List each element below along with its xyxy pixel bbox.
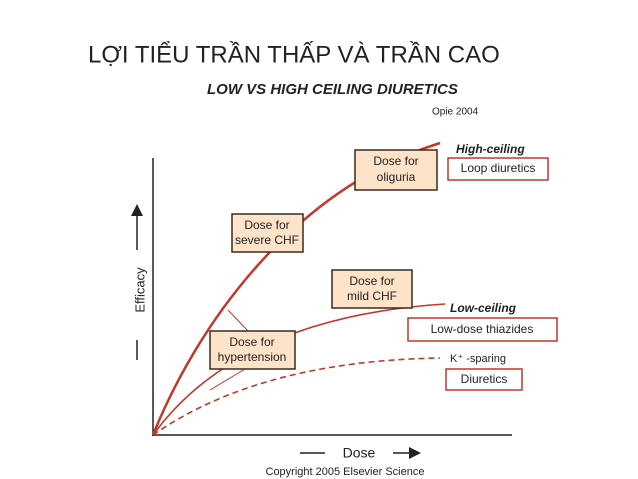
copyright: Copyright 2005 Elsevier Science <box>266 466 425 478</box>
curve-box: Low-dose thiazides <box>431 322 534 336</box>
box-text: severe CHF <box>235 233 299 247</box>
box-text: oliguria <box>377 170 416 184</box>
curve-label: Low-ceiling <box>450 301 517 315</box>
box-text: hypertension <box>218 350 287 364</box>
curve-label: K⁺ -sparing <box>450 353 506 365</box>
box-text: Dose for <box>244 218 289 232</box>
x-axis-label: Dose <box>343 445 376 461</box>
y-axis-label: Efficacy <box>132 267 147 313</box>
box-text: Dose for <box>373 154 418 168</box>
figure-title: LOW VS HIGH CEILING DIURETICS <box>207 81 458 98</box>
box-text: Dose for <box>349 274 394 288</box>
box-text: Dose for <box>229 335 274 349</box>
curve-label: High-ceiling <box>456 142 525 156</box>
box-text: mild CHF <box>347 289 397 303</box>
slide-title: LỢI TIỂU TRẦN THẤP VÀ TRẦN CAO <box>88 40 500 68</box>
curve-box: Diuretics <box>461 372 508 386</box>
axes <box>131 158 512 459</box>
source: Opie 2004 <box>432 107 479 118</box>
curve-box: Loop diuretics <box>461 161 536 175</box>
curve-labels: High-ceiling Loop diuretics Low-ceiling … <box>407 142 558 391</box>
dose-boxes: Dose for oliguria Dose for severe CHF Do… <box>209 149 438 370</box>
